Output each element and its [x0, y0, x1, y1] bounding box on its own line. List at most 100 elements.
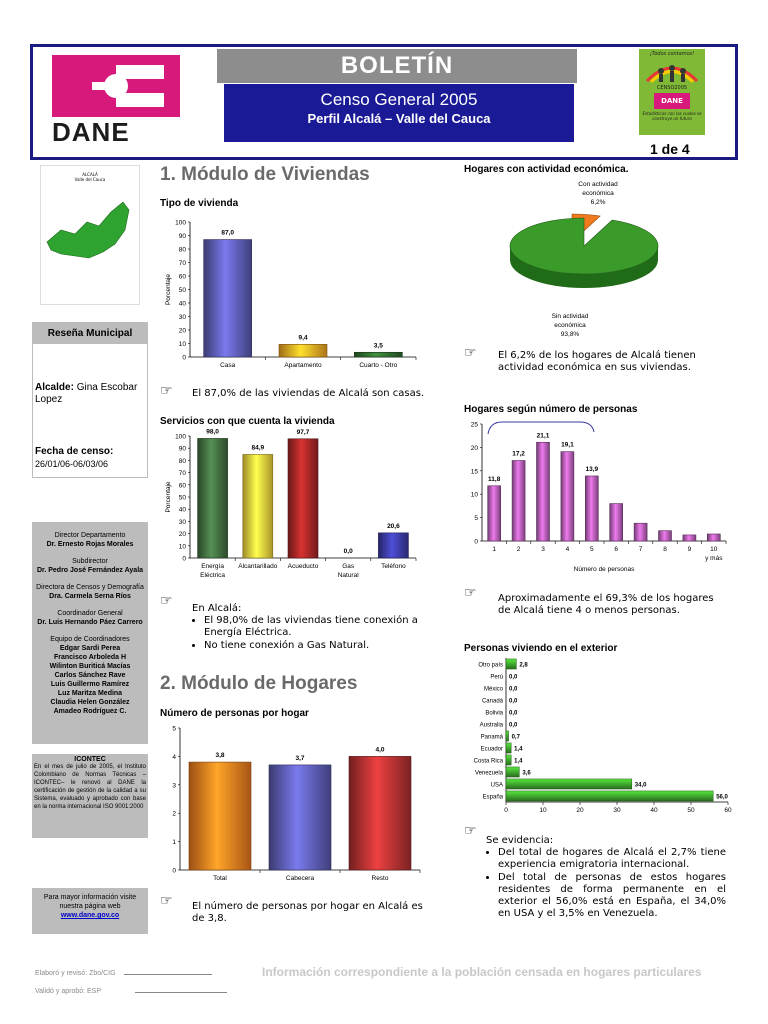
bullet-item: Del total de hogares de Alcalá el 2,7% t… [498, 847, 726, 871]
data-label: 19,1 [561, 442, 574, 449]
x-tick-label: 3 [541, 546, 545, 553]
y-tick-label: 0 [474, 539, 478, 546]
data-label: 0,0 [509, 723, 518, 729]
staff-list: Director Departamento Dr. Ernesto Rojas M… [32, 531, 148, 716]
x-tick-label: Cuarto - Otro [359, 362, 397, 369]
bar [505, 766, 520, 778]
x-tick-label: 6 [614, 546, 618, 553]
data-label: 84,9 [251, 444, 264, 451]
data-label: 0,0 [509, 699, 518, 705]
bar [505, 730, 509, 742]
dane-website-link[interactable]: www.dane.gov.co [60, 912, 120, 919]
alcalde-line: Alcalde: Gina Escobar Lopez [35, 382, 147, 406]
actividad-pie-chart: Con actividad económica 6,2% Sin actividad e… [509, 181, 659, 338]
x-tick-label: 5 [590, 546, 594, 553]
x-tick-label: 30 [613, 807, 621, 814]
x-tick-label: 10 [710, 546, 718, 553]
section1-title: 1. Módulo de Viviendas [160, 164, 370, 185]
pie-label: Con actividad [578, 181, 618, 188]
staff-name: Dr. Pedro José Fernández Ayala [36, 567, 144, 574]
exterior-bullets: Del total de hogares de Alcalá el 2,7% t… [486, 847, 726, 920]
y-tick-label: España [483, 795, 504, 801]
pie-label: Sin actividad [552, 313, 589, 320]
x-tick-label: Eléctrica [200, 572, 225, 579]
footer-info: Información correspondiente a la poblaci… [262, 965, 702, 979]
bar [505, 778, 633, 790]
bar [707, 533, 721, 542]
x-tick-label: 9 [688, 546, 692, 553]
footer-elaboro: Elaboró y revisó: Zbo/CIG [35, 970, 212, 977]
map-title: ALCALÁ [82, 172, 98, 177]
dane-logo-text: DANE [52, 117, 130, 147]
y-tick-label: 3 [172, 782, 176, 789]
bar [505, 790, 714, 802]
signature-line [135, 992, 228, 993]
footer-valido-text: Validó y aprobó: ESP [35, 988, 102, 995]
bar [505, 742, 512, 754]
y-tick-label: 2 [172, 811, 176, 818]
y-tick-label: 5 [474, 515, 478, 522]
bar [197, 438, 228, 559]
bar [188, 761, 252, 871]
tipo-note-text: El 87,0% de las viviendas de Alcalá son … [192, 388, 425, 399]
y-tick-label: 40 [179, 507, 187, 514]
data-label: 17,2 [512, 451, 525, 458]
personas-note-text: Aproximadamente el 69,3% de los hogares … [498, 593, 714, 616]
data-label: 0,0 [509, 675, 518, 681]
x-tick-label: Acueducto [288, 563, 319, 570]
staff-name: Dr. Luis Hernando Páez Carrero [37, 619, 143, 626]
staff-role: Subdirector [72, 558, 108, 565]
y-tick-label: 4 [172, 754, 176, 761]
equipo-name: Wilinton Buriticá Macías [49, 663, 131, 670]
y-tick-label: 90 [179, 233, 187, 240]
data-label: 1,4 [514, 759, 523, 765]
info-text: Para mayor información visite nuestra pá… [43, 894, 137, 910]
data-label: 56,0 [716, 795, 728, 801]
equipo-name: Luz Maritza Medina [57, 690, 123, 697]
y-tick-label: 1 [172, 839, 176, 846]
staff-role: Coordinador General [57, 610, 123, 617]
bar [278, 344, 328, 358]
bar [633, 522, 648, 542]
pie-label: económica [582, 190, 614, 197]
x-tick-label: Alcantarillado [238, 563, 277, 570]
pie-value: 6,2% [591, 199, 606, 206]
data-label: 97,7 [297, 429, 310, 436]
dane-logo-mark [92, 65, 164, 107]
pointing-hand-icon: ☞ [464, 345, 477, 361]
x-tick-label: 50 [687, 807, 695, 814]
icontec-box: ICONTEC En el mes de julio de 2005, el I… [32, 754, 148, 838]
bar [287, 438, 319, 559]
data-label: 13,9 [585, 466, 598, 473]
x-tick-label: 0 [504, 807, 508, 814]
tipo-vivienda-chart: 0 10 20 30 40 50 60 70 80 90 100 Porcentaje 87,0 Casa… [165, 220, 417, 369]
y-tick-label: USA [491, 783, 503, 789]
bar [505, 658, 517, 670]
y-tick-label: 100 [175, 434, 186, 441]
section2-note: ☞ El número de personas por hogar en Alc… [160, 894, 425, 925]
fecha-label: Fecha de censo: [35, 446, 114, 457]
y-tick-label: 5 [172, 726, 176, 733]
y-tick-label: Perú [490, 675, 503, 681]
pointing-hand-icon: ☞ [160, 593, 173, 609]
y-tick-label: 50 [179, 495, 187, 502]
x-tick-label: Energía [201, 563, 224, 570]
data-label: 9,4 [298, 334, 307, 341]
resena-body [33, 344, 147, 477]
bar [203, 239, 252, 358]
pointing-hand-icon: ☞ [160, 383, 173, 399]
servicios-intro: En Alcalá: [192, 603, 242, 614]
y-tick-label: 25 [471, 422, 479, 429]
num-personas-chart-title: Hogares según número de personas [464, 404, 638, 415]
subtitle-line2: Perfil Alcalá – Valle del Cauca [307, 111, 491, 126]
section2-note-text: El número de personas por hogar en Alcal… [192, 901, 423, 924]
exterior-chart-title: Personas viviendo en el exterior [464, 643, 618, 654]
alcalde-label: Alcalde: [35, 382, 74, 393]
bar [609, 503, 623, 542]
servicios-bullets: El 98,0% de las viviendas tiene conexión… [192, 615, 425, 652]
pie-value: 93,8% [561, 331, 580, 338]
equipo-name: Edgar Sardi Perea [59, 645, 121, 652]
data-label: 11,8 [488, 476, 501, 483]
actividad-note-text: El 6,2% de los hogares de Alcalá tienen … [498, 350, 696, 373]
x-tick-label: 1 [492, 546, 496, 553]
